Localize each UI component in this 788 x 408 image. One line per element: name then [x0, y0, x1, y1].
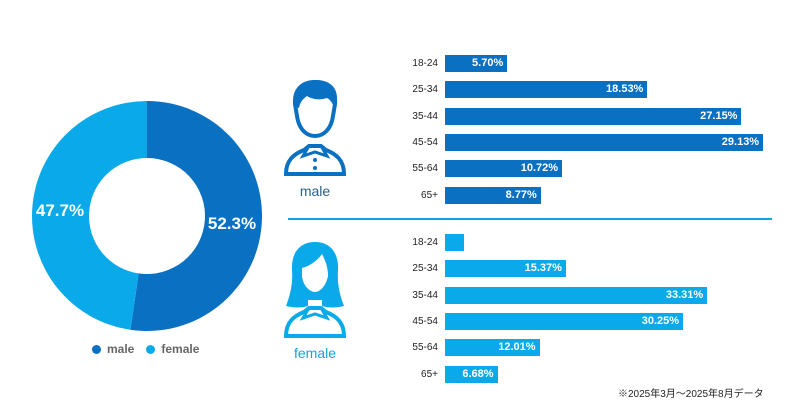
donut-label-female: 47.7% — [36, 201, 84, 220]
male-bar: 10.72% — [445, 160, 563, 178]
legend-male-label: male — [107, 342, 135, 356]
male-bar: 18.53% — [445, 81, 648, 99]
male-bar: 8.77% — [445, 186, 541, 204]
male-bar-row: 45-54 29.13% — [380, 133, 764, 151]
male-bar-row: 65+ 8.77% — [380, 186, 541, 204]
age-label: 25-34 — [412, 84, 438, 96]
donut-label-male: 52.3% — [208, 214, 256, 233]
age-label: 35-44 — [412, 110, 438, 122]
female-bar: 30.25% — [445, 312, 684, 330]
female-bar-row: 55-64 12.01% — [380, 339, 540, 357]
age-label: 65+ — [421, 368, 438, 380]
age-label: 55-64 — [412, 163, 438, 175]
data-period-note: ※2025年3月～2025年8月データ — [618, 389, 764, 400]
gender-divider — [288, 218, 772, 220]
female-bar-row: 45-54 30.25% — [380, 312, 684, 330]
donut-slice-male — [130, 101, 263, 331]
male-bar: 5.70% — [445, 55, 508, 72]
legend-male-marker — [92, 344, 101, 354]
male-bar: 27.15% — [445, 107, 742, 125]
age-label: 18-24 — [412, 58, 438, 69]
female-label: female — [293, 345, 337, 361]
female-bar: 12.01% — [445, 339, 540, 357]
male-bar-row: 35-44 27.15% — [380, 107, 742, 125]
legend-female-marker — [146, 344, 156, 354]
female-bar: 33.31% — [445, 286, 708, 304]
male-bar-row: 25-34 18.53% — [380, 81, 648, 99]
male-label: male — [299, 183, 331, 199]
female-bar: 6.68% — [445, 365, 498, 383]
age-label: 35-44 — [412, 289, 438, 301]
male-bar: 29.13% — [445, 133, 764, 151]
male-person-icon — [283, 79, 347, 176]
male-bar-row: 18-24 5.70% — [380, 55, 508, 72]
male-bar-row: 55-64 10.72% — [380, 160, 563, 178]
female-bar-row: 65+ 6.68% — [380, 365, 498, 383]
donut-legend: male female — [92, 342, 199, 356]
legend-female-label: female — [161, 342, 200, 356]
donut-slice-female — [32, 101, 147, 330]
female-bar-row: 18-24 — [380, 234, 464, 251]
age-label: 18-24 — [412, 237, 438, 248]
age-label: 25-34 — [412, 263, 438, 275]
female-bar-row: 35-44 33.31% — [380, 286, 708, 304]
age-label: 45-54 — [412, 315, 438, 327]
age-label: 65+ — [421, 189, 438, 201]
gender-donut-chart: 52.3% 47.7% — [32, 101, 263, 331]
female-bar-row: 25-34 15.37% — [380, 260, 566, 278]
female-bar: 15.37% — [445, 260, 566, 278]
age-label: 45-54 — [412, 136, 438, 148]
age-label: 55-64 — [412, 342, 438, 354]
female-bar — [445, 234, 464, 251]
female-person-icon — [283, 242, 347, 338]
